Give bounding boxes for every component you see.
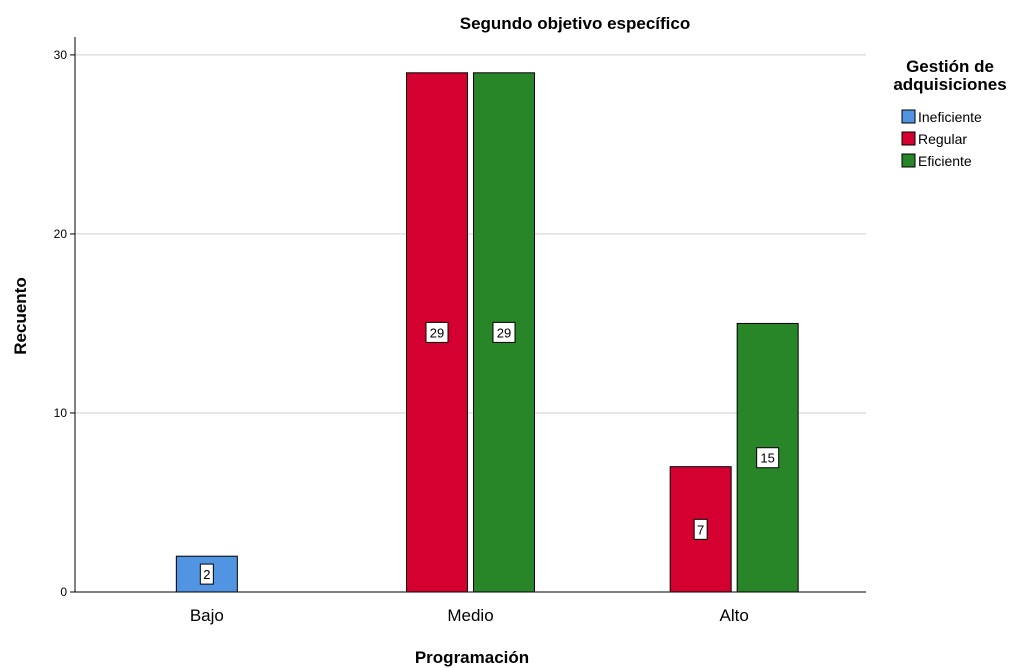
legend-label-regular: Regular bbox=[918, 131, 967, 147]
bar-value-label: 15 bbox=[760, 451, 774, 466]
chart-title: Segundo objetivo específico bbox=[460, 14, 690, 33]
y-tick-label: 30 bbox=[54, 48, 68, 62]
bar-value-label-box bbox=[693, 518, 708, 540]
x-tick-label: Medio bbox=[447, 606, 493, 625]
legend-swatch-eficiente bbox=[901, 153, 916, 168]
y-axis-title: Recuento bbox=[11, 277, 30, 354]
bars: 2 29 29 7 15 bbox=[175, 72, 799, 593]
legend-label-ineficiente: Ineficiente bbox=[918, 109, 982, 125]
x-axis-ticks: Bajo Medio Alto bbox=[190, 606, 749, 625]
legend-title-line-1: Gestión de bbox=[906, 57, 994, 76]
gridlines bbox=[75, 54, 866, 414]
bar-value-label: 2 bbox=[203, 567, 210, 582]
bar-value-label-box bbox=[425, 321, 449, 343]
bar-value-label: 7 bbox=[697, 522, 704, 537]
x-tick-label: Alto bbox=[720, 606, 749, 625]
legend-swatch-ineficiente bbox=[901, 109, 916, 124]
y-axis-ticks: 0 10 20 30 bbox=[54, 48, 75, 599]
bar-value-label-box bbox=[756, 447, 780, 469]
x-tick-label: Bajo bbox=[190, 606, 224, 625]
y-tick-label: 20 bbox=[54, 227, 68, 241]
legend-label-eficiente: Eficiente bbox=[918, 153, 972, 169]
bar-value-label: 29 bbox=[497, 325, 511, 340]
legend-swatch-regular bbox=[901, 131, 916, 146]
bar-value-label-box bbox=[199, 563, 214, 585]
bar-value-label: 29 bbox=[430, 325, 444, 340]
y-tick-label: 10 bbox=[54, 406, 68, 420]
bar-value-label-box bbox=[492, 321, 516, 343]
x-axis-title: Programación bbox=[415, 648, 529, 667]
y-tick-label: 0 bbox=[60, 585, 67, 599]
legend: Gestión de adquisiciones Ineficiente Regu… bbox=[893, 57, 1006, 169]
legend-title-line-2: adquisiciones bbox=[893, 75, 1006, 94]
